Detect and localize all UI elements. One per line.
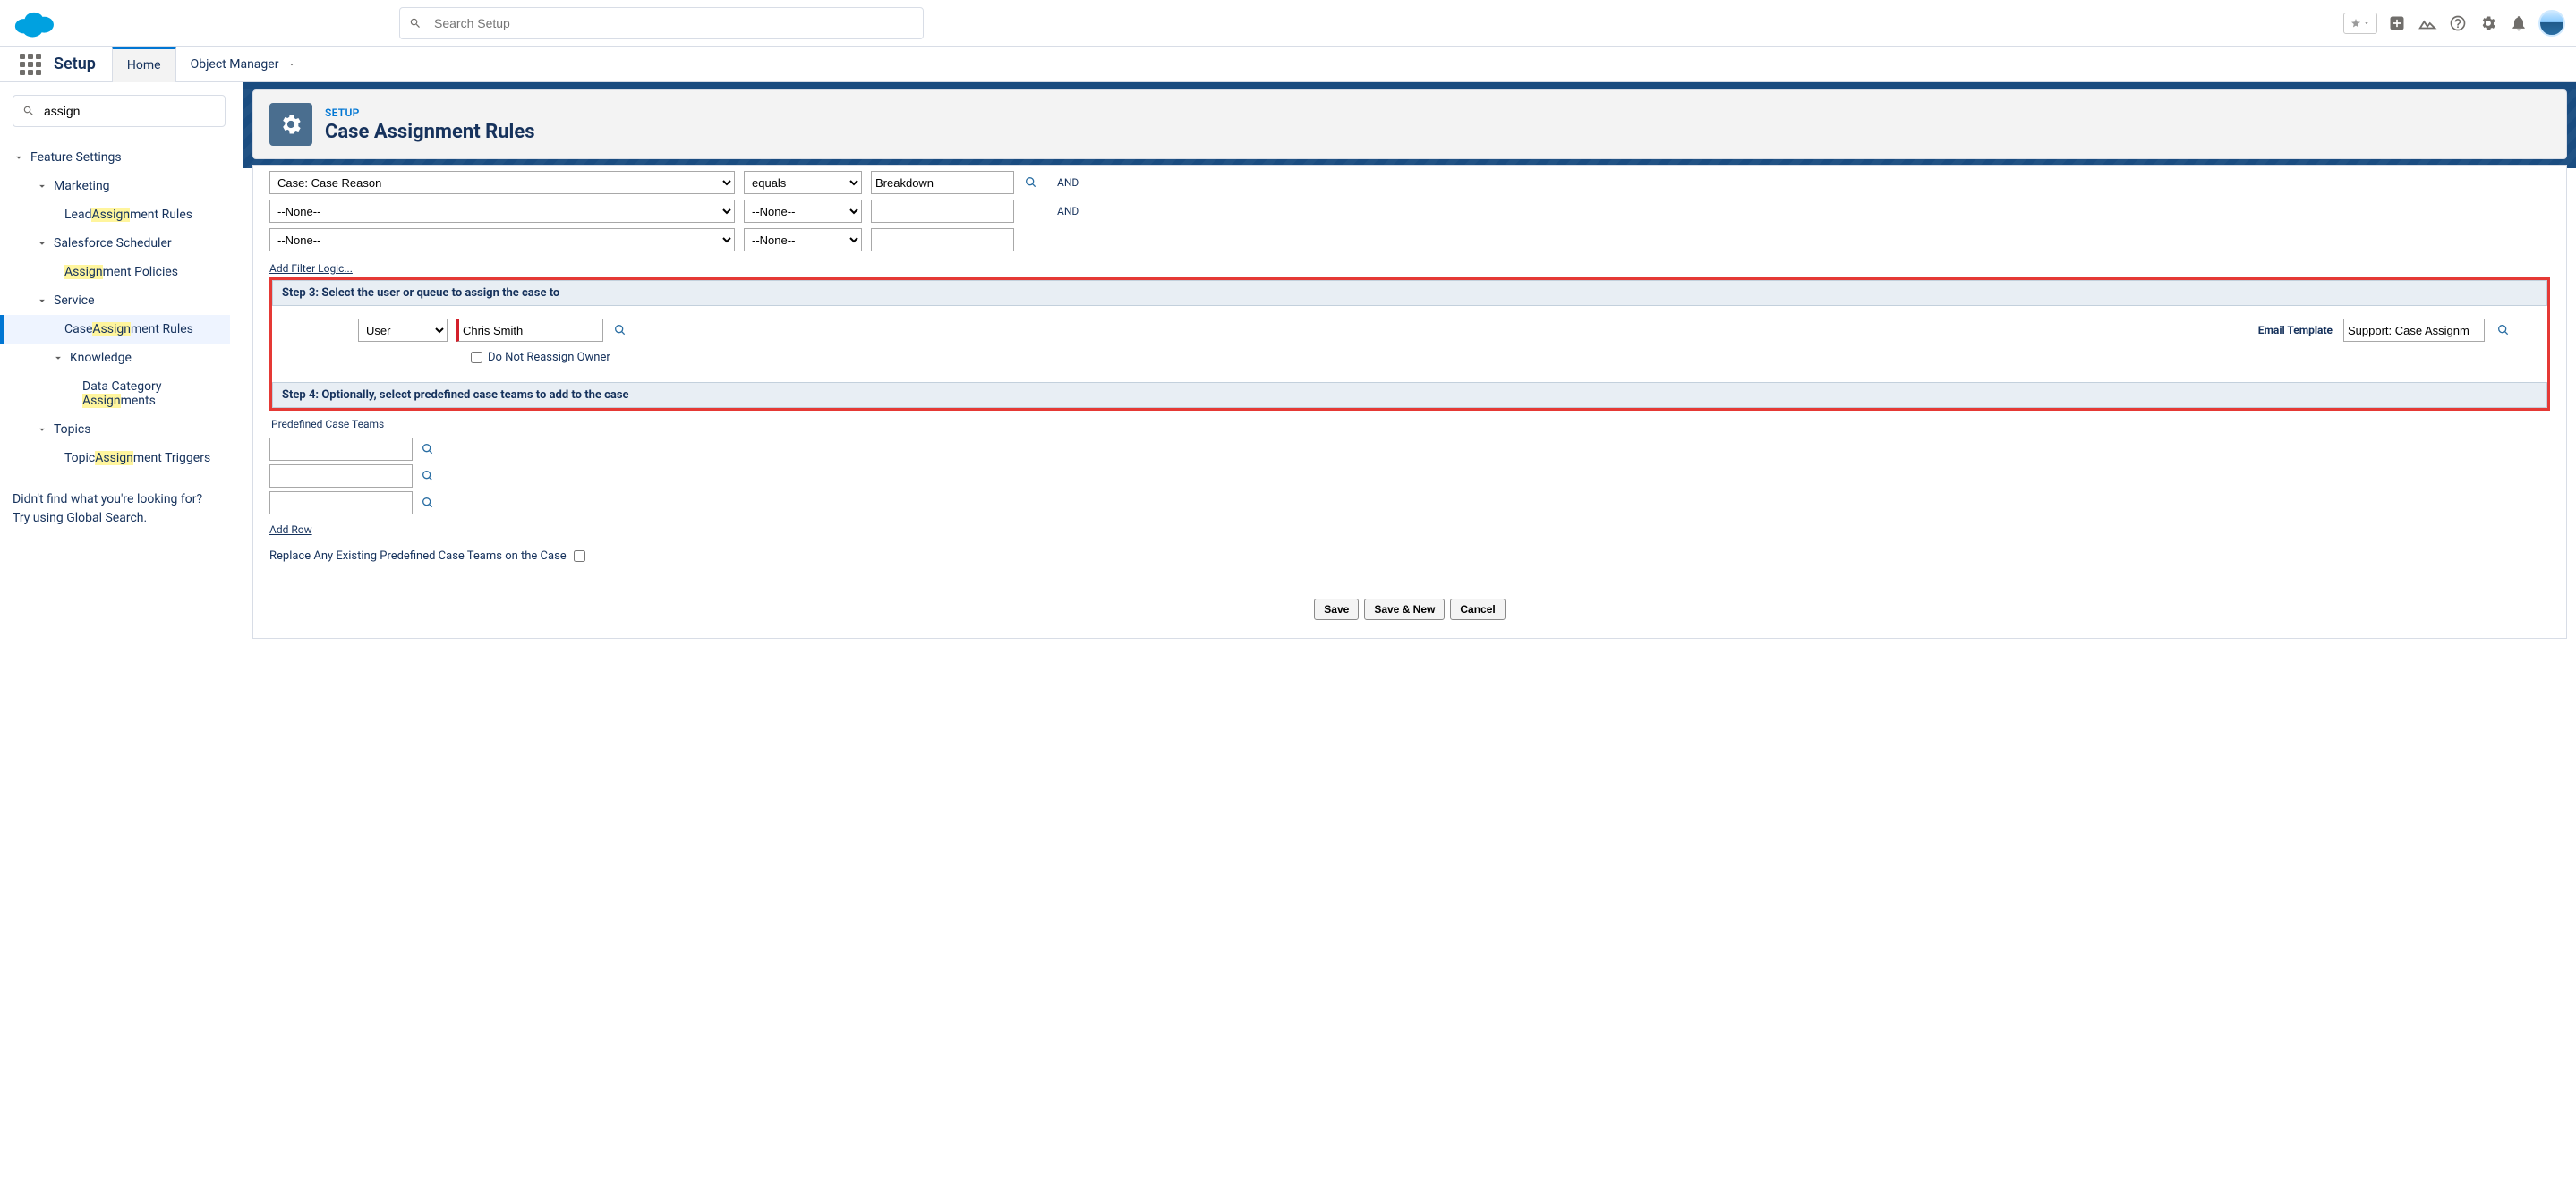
tree-topics[interactable]: Topics [13, 415, 230, 444]
criteria-row: --None-- --None-- AND [269, 200, 2550, 223]
criteria-row: --None-- --None-- [269, 228, 2550, 251]
email-template-label: Email Template [2258, 324, 2333, 336]
case-team-row [269, 464, 2550, 488]
criteria-row: Case: Case Reason equals AND [269, 171, 2550, 194]
highlighted-region: Step 3: Select the user or queue to assi… [269, 277, 2550, 411]
assignee-type-select[interactable]: User [358, 319, 448, 342]
tree-assignment-policies[interactable]: Assignment Policies [13, 258, 230, 286]
criteria-field-select[interactable]: Case: Case Reason [269, 171, 735, 194]
add-row-link[interactable]: Add Row [269, 523, 312, 536]
chevron-down-icon [36, 237, 48, 250]
save-button[interactable]: Save [1314, 599, 1359, 620]
case-team-input[interactable] [269, 464, 413, 488]
page-header-gear-icon [269, 103, 312, 146]
chevron-down-icon [36, 180, 48, 192]
lookup-icon[interactable] [1023, 174, 1039, 191]
criteria-operator-select[interactable]: --None-- [744, 228, 862, 251]
save-and-new-button[interactable]: Save & New [1364, 599, 1445, 620]
add-filter-logic-link[interactable]: Add Filter Logic... [269, 262, 353, 275]
tree-case-assignment-rules[interactable]: Case Assignment Rules [0, 315, 230, 344]
content-area: SETUP Case Assignment Rules Case: Case R… [243, 82, 2576, 1190]
replace-teams-checkbox[interactable] [574, 550, 585, 562]
case-team-row [269, 491, 2550, 514]
tab-object-manager-label: Object Manager [191, 57, 279, 72]
case-team-row [269, 438, 2550, 461]
setup-gear-icon[interactable] [2478, 13, 2499, 34]
tree-knowledge[interactable]: Knowledge [13, 344, 230, 372]
tree-lead-assignment-rules[interactable]: Lead Assignment Rules [13, 200, 230, 229]
tab-home[interactable]: Home [112, 47, 176, 82]
tree-feature-settings[interactable]: Feature Settings [13, 143, 230, 172]
user-avatar[interactable] [2538, 10, 2565, 37]
do-not-reassign-checkbox[interactable] [471, 352, 482, 363]
tree-salesforce-scheduler[interactable]: Salesforce Scheduler [13, 229, 230, 258]
app-launcher-icon[interactable] [16, 50, 45, 79]
lookup-icon[interactable] [420, 495, 436, 511]
setup-tree-sidebar: Feature Settings Marketing Lead Assignme… [0, 82, 243, 1190]
tree-topic-assignment-triggers[interactable]: Topic Assignment Triggers [13, 444, 230, 472]
quick-find[interactable] [13, 95, 226, 127]
salesforce-logo[interactable] [11, 7, 57, 39]
tree-marketing[interactable]: Marketing [13, 172, 230, 200]
favorites-dropdown[interactable] [2343, 13, 2377, 34]
global-search[interactable] [399, 7, 924, 39]
chevron-down-icon [287, 60, 296, 69]
step4-header: Step 4: Optionally, select predefined ca… [272, 382, 2547, 408]
help-icon[interactable] [2447, 13, 2469, 34]
search-icon [22, 105, 35, 117]
criteria-field-select[interactable]: --None-- [269, 228, 735, 251]
page-header: SETUP Case Assignment Rules [252, 89, 2567, 159]
criteria-operator-select[interactable]: --None-- [744, 200, 862, 223]
page-title: Case Assignment Rules [325, 121, 535, 143]
tree-service[interactable]: Service [13, 286, 230, 315]
star-icon [2350, 18, 2361, 29]
notifications-icon[interactable] [2508, 13, 2529, 34]
case-team-input[interactable] [269, 491, 413, 514]
form-buttons: Save Save & New Cancel [269, 599, 2550, 620]
criteria-field-select[interactable]: --None-- [269, 200, 735, 223]
chevron-down-icon [2363, 20, 2370, 27]
quick-find-input[interactable] [44, 104, 216, 118]
replace-teams-label: Replace Any Existing Predefined Case Tea… [269, 549, 567, 563]
app-name: Setup [54, 55, 96, 73]
do-not-reassign-row[interactable]: Do Not Reassign Owner [471, 351, 628, 364]
rule-entry-form: Case: Case Reason equals AND --None-- --… [252, 165, 2567, 639]
chevron-down-icon [13, 151, 25, 164]
add-icon[interactable] [2386, 13, 2408, 34]
criteria-value-input[interactable] [871, 171, 1014, 194]
lookup-icon[interactable] [420, 441, 436, 457]
lookup-icon[interactable] [2495, 322, 2512, 338]
email-template-input[interactable] [2343, 319, 2485, 342]
global-header [0, 0, 2576, 47]
chevron-down-icon [36, 294, 48, 307]
lookup-icon[interactable] [612, 322, 628, 338]
case-team-input[interactable] [269, 438, 413, 461]
sidebar-footer: Didn't find what you're looking for? Try… [13, 490, 230, 528]
step3-header: Step 3: Select the user or queue to assi… [272, 280, 2547, 306]
criteria-operator-select[interactable]: equals [744, 171, 862, 194]
chevron-down-icon [52, 352, 64, 364]
lookup-icon[interactable] [420, 468, 436, 484]
chevron-down-icon [36, 423, 48, 436]
breadcrumb: SETUP [325, 106, 535, 119]
tree-data-category-assignments[interactable]: Data Category Assignments [13, 372, 230, 415]
criteria-value-input[interactable] [871, 200, 1014, 223]
tab-object-manager[interactable]: Object Manager [176, 47, 312, 82]
trailhead-icon[interactable] [2417, 13, 2438, 34]
cancel-button[interactable]: Cancel [1450, 599, 1505, 620]
header-utility-icons [2343, 10, 2565, 37]
criteria-value-input[interactable] [871, 228, 1014, 251]
search-icon [409, 17, 422, 30]
and-label: AND [1057, 205, 1079, 217]
app-nav-bar: Setup Home Object Manager [0, 47, 2576, 82]
predefined-case-teams-label: Predefined Case Teams [269, 414, 2550, 438]
and-label: AND [1057, 176, 1079, 189]
assignee-name-input[interactable] [456, 319, 603, 342]
global-search-input[interactable] [434, 16, 914, 30]
